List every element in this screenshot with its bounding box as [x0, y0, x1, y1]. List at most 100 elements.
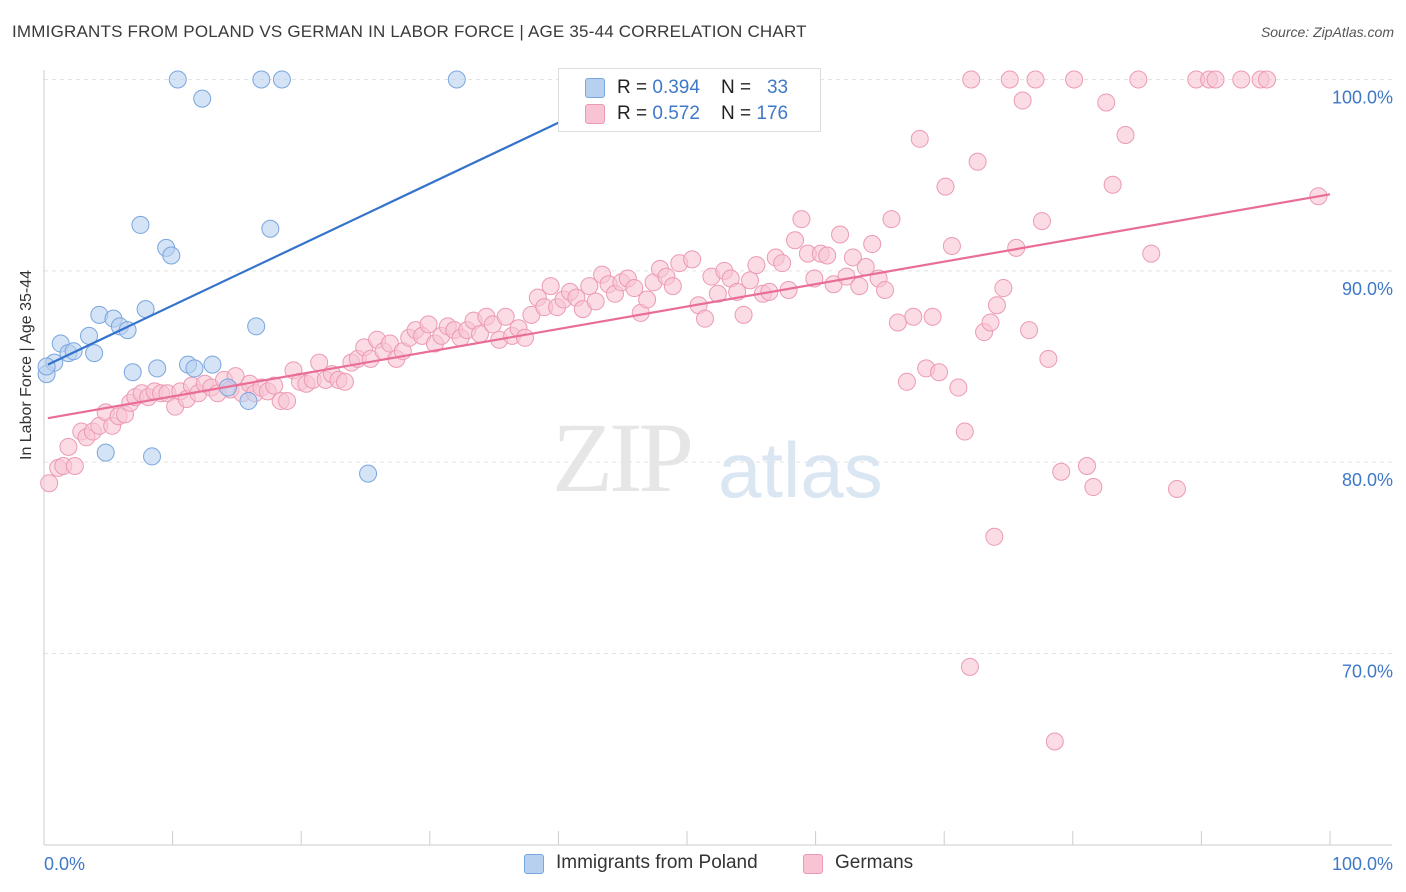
germans-point [741, 271, 760, 290]
germans-point [1097, 93, 1116, 112]
germans-point [1167, 479, 1186, 498]
germans-point [904, 307, 923, 326]
germans-point [638, 290, 657, 309]
legend-swatch-germans [803, 854, 823, 874]
germans-point [1065, 70, 1084, 89]
germans-point [747, 256, 766, 275]
poland-point [162, 246, 181, 265]
poland-point [247, 317, 266, 336]
germans-point [1232, 70, 1251, 89]
poland-point [143, 447, 162, 466]
legend-label-poland: Immigrants from Poland [556, 852, 758, 873]
poland-point [96, 443, 115, 462]
germans-point [1026, 70, 1045, 89]
germans-point [335, 372, 354, 391]
poland-n-value: 33 [766, 77, 789, 98]
germans-point [541, 277, 560, 296]
poland-point [261, 219, 280, 238]
germans-n-label: N = [721, 103, 757, 124]
poland-r-value: 0.394 [652, 77, 700, 98]
germans-point [955, 422, 974, 441]
germans-r-value: 0.572 [652, 103, 700, 124]
germans-point [1052, 462, 1071, 481]
poland-point [359, 464, 378, 483]
germans-point [882, 210, 901, 229]
poland-trend-line [47, 118, 566, 366]
germans-point [1257, 70, 1276, 89]
germans-point [942, 236, 961, 255]
germans-point [910, 129, 929, 148]
y-tick-label: 100.0% [1332, 88, 1393, 108]
germans-point [265, 376, 284, 395]
germans-swatch [585, 104, 605, 124]
germans-r-label: R = [617, 103, 653, 124]
germans-point [515, 328, 534, 347]
germans-point [960, 657, 979, 676]
poland-point [123, 363, 142, 382]
poland-point [131, 215, 150, 234]
watermark-zip: ZIP [552, 402, 694, 513]
germans-point [1039, 349, 1058, 368]
germans-point [994, 279, 1013, 298]
germans-point [876, 280, 895, 299]
germans-point [59, 437, 78, 456]
germans-point [1103, 175, 1122, 194]
y-tick-label: 80.0% [1342, 470, 1393, 490]
legend-label-germans: Germans [835, 852, 914, 873]
germans-point [1129, 70, 1148, 89]
germans-point [734, 305, 753, 324]
germans-point [923, 307, 942, 326]
germans-point [1077, 456, 1096, 475]
germans-point [792, 210, 811, 229]
poland-point [239, 391, 258, 410]
legend-swatch-poland [524, 854, 544, 874]
germans-point [949, 378, 968, 397]
germans-point [962, 70, 981, 89]
poland-n-label: N = [721, 77, 757, 98]
germans-point [625, 279, 644, 298]
germans-point [930, 363, 949, 382]
germans-point [897, 372, 916, 391]
germans-point [936, 177, 955, 196]
germans-point [40, 474, 59, 493]
germans-point [863, 235, 882, 254]
germans-point [981, 313, 1000, 332]
poland-point [37, 357, 56, 376]
germans-point [786, 231, 805, 250]
germans-point [1084, 478, 1103, 497]
poland-point [85, 344, 104, 363]
germans-point [968, 152, 987, 171]
germans-point [580, 277, 599, 296]
germans-point [888, 313, 907, 332]
germans-point [850, 277, 869, 296]
germans-point [663, 277, 682, 296]
poland-point [185, 359, 204, 378]
poland-point [252, 70, 271, 89]
germans-point [696, 309, 715, 328]
chart-title: IMMIGRANTS FROM POLAND VS GERMAN IN LABO… [12, 22, 807, 41]
germans-point [496, 307, 515, 326]
poland-point [203, 355, 222, 374]
germans-point [831, 225, 850, 244]
germans-point [1000, 70, 1019, 89]
germans-point [1045, 732, 1064, 751]
germans-trend-line [47, 193, 1331, 420]
poland-point [168, 70, 187, 89]
germans-point [65, 456, 84, 475]
y-tick-label: 90.0% [1342, 279, 1393, 299]
germans-point [1116, 125, 1135, 144]
germans-point [987, 296, 1006, 315]
germans-point [818, 246, 837, 265]
germans-point [1142, 244, 1161, 263]
poland-point [272, 70, 291, 89]
poland-r-label: R = [617, 77, 653, 98]
x-tick-label-min: 0.0% [44, 854, 85, 874]
germans-point [1206, 70, 1225, 89]
y-tick-label: 70.0% [1342, 662, 1393, 682]
series-legend: Immigrants from Poland Germans [0, 852, 1406, 878]
x-tick-label-max: 100.0% [1332, 854, 1393, 874]
germans-point [1032, 212, 1051, 231]
germans-n-value: 176 [756, 103, 789, 124]
poland-point [148, 359, 167, 378]
